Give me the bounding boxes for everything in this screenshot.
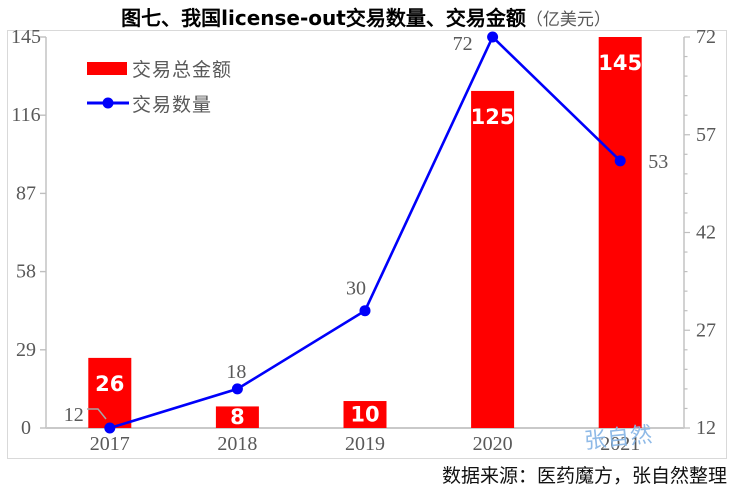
chart-title-text: 图七、我国license-out交易数量、交易金额 — [121, 6, 526, 30]
left-axis-tick-label: 0 — [21, 417, 31, 439]
right-axis-tick-label: 42 — [696, 222, 716, 244]
chart-title-unit: （亿美元） — [525, 10, 611, 30]
x-axis-label: 2017 — [90, 433, 130, 455]
line-value-label: 53 — [648, 151, 668, 173]
legend: 交易总金额 交易数量 — [87, 57, 232, 127]
x-axis-label: 2018 — [217, 433, 257, 455]
bar — [471, 90, 515, 429]
legend-label-amount: 交易总金额 — [132, 59, 233, 81]
page-title: 图七、我国license-out交易数量、交易金额（亿美元） — [0, 2, 732, 31]
data-point-icon — [487, 31, 499, 43]
label-leader-line — [87, 408, 107, 420]
legend-bar-swatch-icon — [87, 61, 127, 75]
right-axis-tick-label: 12 — [696, 417, 716, 439]
left-axis-tick-label: 116 — [11, 104, 40, 126]
x-axis-label: 2020 — [473, 433, 513, 455]
data-point-icon — [231, 383, 243, 395]
bar-value-label: 10 — [350, 403, 379, 427]
bar-value-label: 26 — [95, 372, 124, 396]
left-axis-tick-label: 58 — [16, 261, 36, 283]
data-point-icon — [104, 422, 116, 434]
legend-line-swatch-icon — [87, 97, 129, 109]
bar — [598, 37, 642, 428]
line-value-label: 30 — [346, 278, 366, 300]
right-axis-tick-label: 27 — [696, 319, 716, 341]
bar-value-label: 145 — [598, 51, 642, 75]
data-point-icon — [614, 155, 626, 167]
right-axis-tick-label: 72 — [696, 26, 716, 48]
bar-value-label: 8 — [230, 405, 245, 429]
x-axis-label: 2019 — [345, 433, 385, 455]
line-value-label: 18 — [226, 361, 246, 383]
legend-item-count: 交易数量 — [87, 92, 232, 116]
bar — [215, 406, 259, 428]
bar — [343, 401, 387, 428]
left-axis-tick-label: 29 — [16, 339, 36, 361]
source-note: 数据来源：医药魔方，张自然整理 — [441, 466, 727, 487]
x-axis-label: 2021 — [600, 433, 640, 455]
left-axis-tick-label: 87 — [16, 182, 36, 204]
left-axis-tick-label: 145 — [11, 26, 41, 48]
bar — [88, 357, 132, 428]
line-value-label: 12 — [64, 404, 84, 426]
right-axis-tick-label: 57 — [696, 124, 716, 146]
data-point-icon — [359, 305, 371, 317]
legend-label-count: 交易数量 — [132, 94, 213, 116]
line-value-label: 72 — [453, 33, 473, 55]
legend-item-amount: 交易总金额 — [87, 57, 233, 81]
bar-value-label: 125 — [471, 105, 515, 129]
